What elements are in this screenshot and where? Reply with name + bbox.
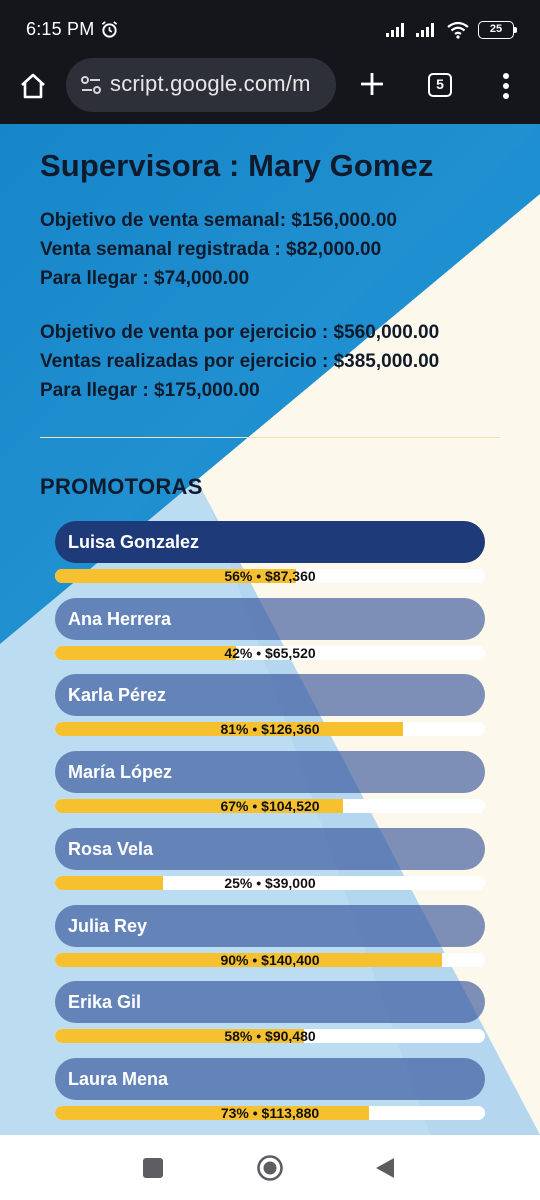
progress-fill	[55, 799, 344, 814]
system-nav-bar	[0, 1135, 540, 1200]
promoter-progress-bar: 81% • $126,360	[55, 722, 485, 737]
progress-fill	[55, 569, 296, 583]
promoter-progress-bar: 56% • $87,360	[55, 569, 485, 583]
alarm-icon	[101, 21, 118, 38]
progress-label: 42% • $65,520	[224, 645, 316, 660]
web-content: Supervisora : Mary Gomez Objetivo de ven…	[0, 124, 540, 1135]
promoter-progress-bar: 25% • $39,000	[55, 875, 485, 890]
signal-icon	[386, 23, 404, 37]
promoter-progress-bar: 73% • $113,880	[55, 1105, 485, 1120]
home-circle-icon[interactable]	[256, 1154, 284, 1182]
progress-fill	[55, 875, 163, 890]
background-decoration	[0, 124, 540, 1135]
divider	[40, 437, 500, 438]
weekly-remaining: Para llegar : $74,000.00	[40, 268, 250, 289]
promoter-card[interactable]: Laura Mena 73% • $113,880	[55, 1057, 485, 1120]
progress-label: 81% • $126,360	[220, 722, 320, 737]
promoter-name-button[interactable]: Julia Rey	[55, 904, 485, 947]
promoter-name-button[interactable]: Erika Gil	[55, 981, 485, 1024]
fiscal-goal: Objetivo de venta por ejercicio : $560,0…	[40, 322, 440, 343]
status-icons: 25	[386, 18, 517, 42]
promoter-card[interactable]: Ana Herrera 42% • $65,520	[55, 597, 485, 660]
weekly-registered: Venta semanal registrada : $82,000.00	[40, 239, 382, 260]
promoter-progress-bar: 90% • $140,400	[55, 952, 485, 967]
promoter-card[interactable]: Julia Rey 90% • $140,400	[55, 904, 485, 967]
progress-label: 25% • $39,000	[224, 875, 316, 890]
progress-fill	[55, 1029, 305, 1044]
promoter-card[interactable]: María López 67% • $104,520	[55, 751, 485, 814]
url-text[interactable]: script.google.com/m	[110, 71, 311, 96]
progress-fill	[55, 1105, 369, 1120]
promoter-card[interactable]: Karla Pérez 81% • $126,360	[55, 674, 485, 737]
weekly-goal: Objetivo de venta semanal: $156,000.00	[40, 210, 397, 231]
promoter-name-button[interactable]: Ana Herrera	[55, 597, 485, 640]
progress-fill	[55, 722, 404, 737]
promoter-progress-bar: 67% • $104,520	[55, 799, 485, 814]
signal-icon-2	[416, 23, 434, 37]
promoter-name-button[interactable]: María López	[55, 751, 485, 794]
status-bar: 6:15 PM 25	[0, 0, 540, 60]
site-settings-icon[interactable]	[80, 74, 102, 96]
back-icon[interactable]	[374, 1156, 396, 1180]
progress-label: 56% • $87,360	[224, 569, 316, 583]
more-vert-icon[interactable]	[498, 72, 514, 100]
promoter-name-button[interactable]: Luisa Gonzalez	[55, 521, 485, 563]
promoter-card[interactable]: Luisa Gonzalez 56% • $87,360	[55, 521, 485, 583]
progress-fill	[55, 952, 442, 967]
promoter-progress-bar: 58% • $90,480	[55, 1029, 485, 1044]
plus-icon[interactable]	[357, 69, 387, 99]
promoter-card[interactable]: Rosa Vela 25% • $39,000	[55, 827, 485, 890]
browser-toolbar: script.google.com/m 5	[0, 58, 540, 124]
promoter-progress-bar: 42% • $65,520	[55, 645, 485, 660]
progress-label: 58% • $90,480	[224, 1029, 316, 1044]
promoter-name-button[interactable]: Karla Pérez	[55, 674, 485, 717]
page-title: Supervisora : Mary Gomez	[40, 148, 434, 183]
progress-fill	[55, 645, 236, 660]
address-bar[interactable]: script.google.com/m	[66, 58, 336, 112]
battery-level: 25	[489, 23, 503, 35]
tab-switcher-button[interactable]: 5	[428, 73, 452, 97]
section-title: PROMOTORAS	[40, 474, 203, 499]
status-time: 6:15 PM	[26, 19, 95, 39]
recents-icon[interactable]	[143, 1158, 163, 1178]
battery-icon: 25	[478, 21, 517, 39]
promoter-name-button[interactable]: Laura Mena	[55, 1057, 485, 1100]
fiscal-realized: Ventas realizadas por ejercicio : $385,0…	[40, 351, 440, 372]
progress-label: 67% • $104,520	[220, 799, 320, 814]
promoter-name-button[interactable]: Rosa Vela	[55, 827, 485, 870]
fiscal-remaining: Para llegar : $175,000.00	[40, 380, 260, 401]
promoter-card[interactable]: Erika Gil 58% • $90,480	[55, 981, 485, 1044]
wifi-icon	[447, 21, 469, 39]
progress-label: 90% • $140,400	[220, 952, 320, 967]
home-icon[interactable]	[18, 71, 48, 101]
progress-label: 73% • $113,880	[220, 1105, 320, 1120]
